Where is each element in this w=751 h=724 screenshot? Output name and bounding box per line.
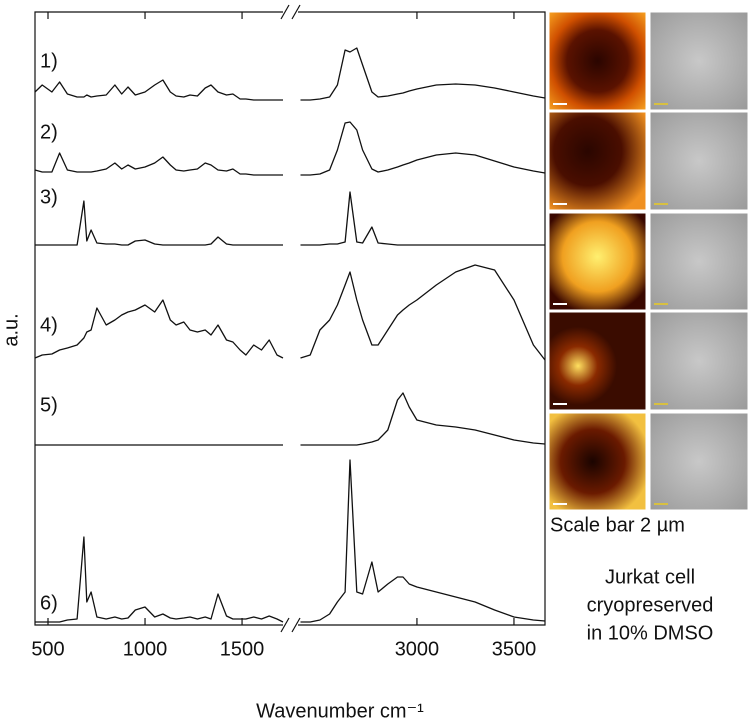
annotation: cryopreserved (587, 594, 714, 616)
series-label: 5) (40, 394, 58, 416)
x-tick-label: 1500 (220, 638, 265, 660)
axis-break (280, 4, 301, 633)
spectrum (300, 392, 546, 446)
x-tick-label: 3000 (395, 638, 440, 660)
x-axis-label: Wavenumber cm⁻¹ (256, 700, 424, 722)
spectrum (300, 191, 545, 246)
spectrum (34, 152, 283, 176)
annotation: Scale bar 2 µm (550, 514, 685, 536)
spectrum (35, 536, 284, 623)
plot-frame (34, 11, 546, 626)
spectrum (35, 200, 283, 246)
x-tick-label: 1000 (123, 638, 168, 660)
annotation: in 10% DMSO (587, 622, 714, 644)
y-axis-label: a.u. (0, 313, 22, 346)
spectrum (300, 121, 546, 176)
annotation: Jurkat cell (605, 566, 695, 588)
spectrum (34, 79, 283, 101)
spectrum (300, 459, 546, 623)
series-label: 3) (40, 186, 58, 208)
spectrum (300, 47, 546, 101)
spectrum (300, 264, 546, 361)
series-label: 1) (40, 50, 58, 72)
series-label: 4) (40, 314, 58, 336)
spectrum (34, 299, 284, 359)
x-tick-label: 3500 (492, 638, 537, 660)
series-label: 2) (40, 121, 58, 143)
x-tick-label: 500 (31, 638, 64, 660)
cell-images (548, 11, 749, 511)
scale-bars (553, 103, 668, 505)
series-label: 6) (40, 592, 58, 614)
